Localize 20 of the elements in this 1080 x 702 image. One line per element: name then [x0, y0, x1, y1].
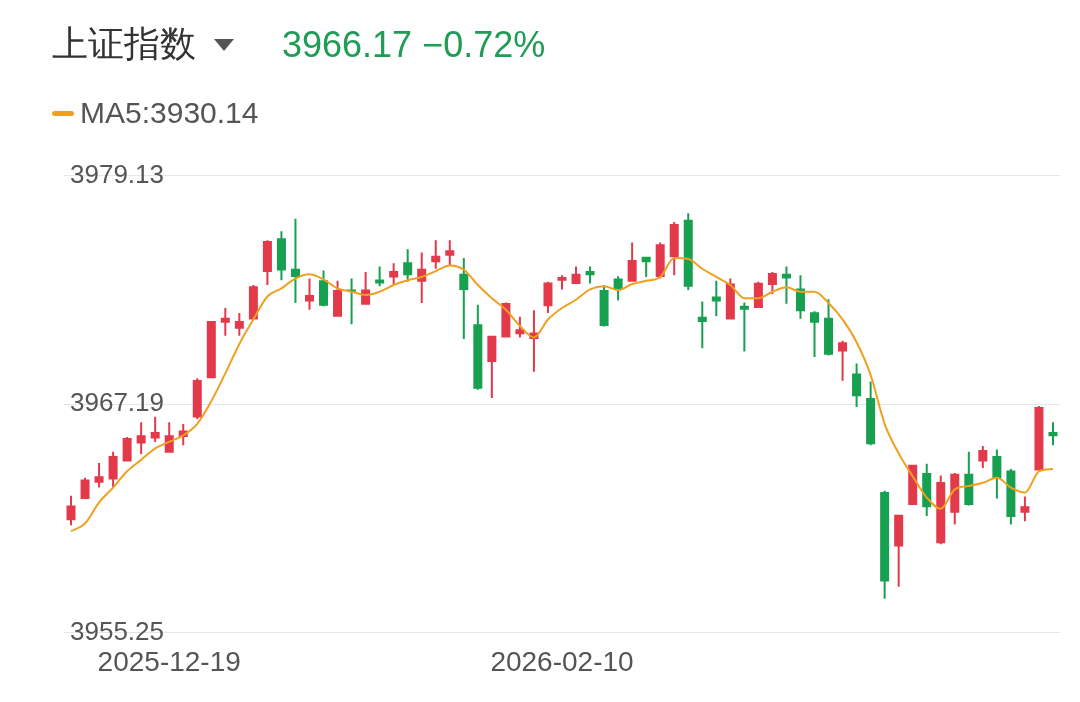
candlestick — [150, 416, 160, 442]
candlestick — [697, 301, 707, 349]
x-tick-label: 2025-12-19 — [97, 645, 241, 677]
candlestick — [136, 422, 146, 454]
y-tick-label: 3967.19 — [70, 387, 164, 418]
candlestick — [1020, 496, 1030, 522]
x-tick-label: 2026-02-10 — [490, 645, 634, 677]
candlestick — [781, 266, 791, 304]
text: 3966.17 −0.72% — [282, 23, 546, 66]
candlestick — [739, 302, 749, 352]
candlestick — [711, 280, 721, 317]
y-tick-label: 3979.13 — [70, 158, 164, 189]
candlestick — [810, 311, 820, 357]
line-series — [70, 257, 1054, 533]
candlestick — [220, 307, 230, 336]
candlestick — [445, 240, 455, 266]
candlestick — [94, 463, 104, 488]
legend-label: MA5:3930.14 — [80, 96, 259, 130]
y-tick-label: 3955.25 — [70, 615, 164, 646]
chart-title: 上证指数 — [52, 22, 196, 66]
